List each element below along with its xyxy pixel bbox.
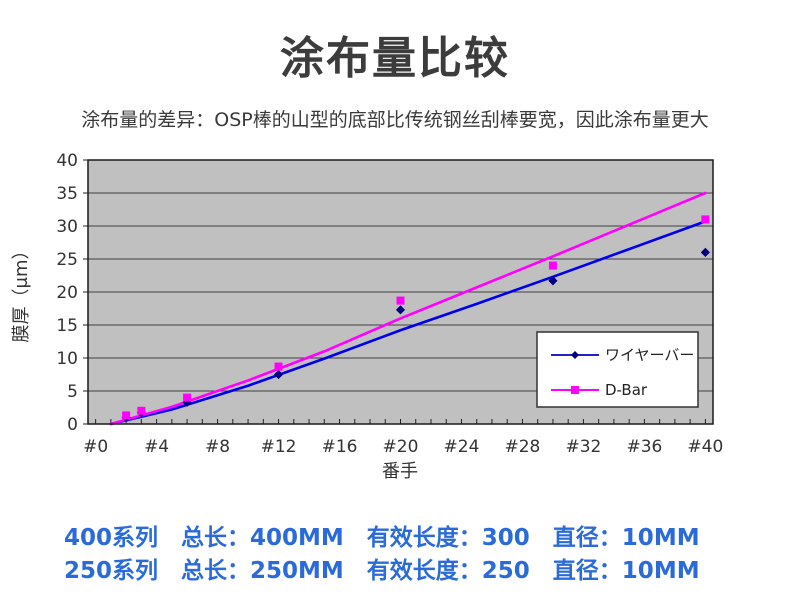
y-tick-label: 20 [56,283,78,303]
data-point-square [274,362,283,371]
data-point-square [122,411,131,420]
legend-box [536,331,699,408]
coating-comparison-chart: 0 5 10 15 20 25 30 35 40 #0 #4 #8 #12 #16 #20 #24 #28 #32… [0,150,790,500]
data-point-square [183,393,192,402]
trend-line-1 [109,191,707,426]
data-point-square [548,261,557,270]
x-tick-label: #4 [144,437,169,457]
spec-line-250-series: 250系列 总长：250MM 有效长度：250 直径：10MM [64,558,700,584]
y-tick-label: 25 [56,250,78,270]
y-tick-label: 30 [56,217,78,237]
x-tick-label: #20 [383,437,419,457]
legend-marker-diamond [571,351,579,359]
y-axis-title: 膜厚（μm） [11,242,32,343]
legend-label-1: D-Bar [605,381,648,399]
plot-border [87,159,714,425]
x-tick-label: #32 [565,437,601,457]
x-tick-label: #24 [444,437,480,457]
x-tick-label: #0 [83,437,108,457]
trend-line-0 [109,220,707,426]
x-tick-label: #28 [505,437,541,457]
page-title: 涂布量比较 [280,33,510,84]
x-tick-label: #16 [322,437,358,457]
x-tick-label: #36 [626,437,662,457]
x-tick-label: #8 [205,437,230,457]
legend-marker-square [571,386,579,394]
x-tick-label: #12 [261,437,297,457]
chart-canvas: 0 5 10 15 20 25 30 35 40 #0 #4 #8 #12 #16 #20 #24 #28 #32… [11,151,723,482]
y-tick-label: 15 [56,316,78,336]
data-point-square [396,296,405,305]
data-point-diamond [273,369,284,380]
y-tick-label: 35 [56,184,78,204]
subtitle: 涂布量的差异：OSP棒的山型的底部比传统钢丝刮棒要宽，因此涂布量更大 [81,109,709,131]
x-tick-label: #40 [687,437,723,457]
data-point-diamond [395,305,406,315]
spec-line-400-series: 400系列 总长：400MM 有效长度：300 直径：10MM [64,525,700,551]
data-point-diamond [700,247,710,257]
y-tick-label: 0 [67,415,78,435]
legend-label-0: ワイヤーバー [605,346,694,364]
data-point-square [701,215,710,224]
y-tick-label: 10 [56,349,78,369]
y-tick-label: 40 [56,151,78,171]
y-tick-label: 5 [67,382,78,402]
x-axis-title: 番手 [382,461,418,482]
data-point-square [137,406,146,415]
product-specs: 400系列 总长：400MM 有效长度：300 直径：10MM 250系列 总长… [64,522,790,588]
